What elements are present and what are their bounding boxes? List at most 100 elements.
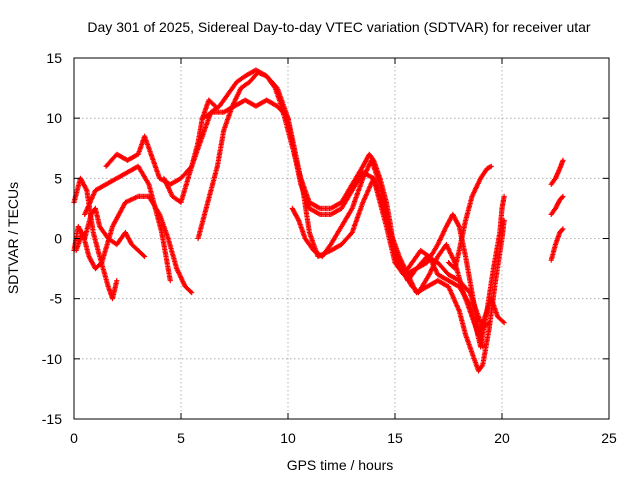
data-point-marks [463,332,475,354]
data-point-marks [426,255,440,278]
x-tick-label: 0 [70,430,78,446]
data-point-marks [493,237,505,284]
data-point-marks [214,129,227,169]
data-point-marks [86,253,98,270]
data-point-marks [435,243,449,260]
data-point-marks [274,103,290,120]
data-point-mark [142,253,148,260]
y-tick-label: 15 [46,50,62,66]
data-point-marks [92,182,108,193]
data-point-marks [129,241,140,253]
series-track-14 [548,193,566,217]
data-point-marks [195,129,207,151]
data-point-mark [560,226,566,232]
y-tick-label: -5 [50,291,63,307]
data-point-mark [167,278,173,284]
data-point-marks [548,243,558,263]
data-point-marks [557,194,565,203]
data-point-mark [560,157,566,163]
data-point-marks [424,243,440,266]
data-point-marks [338,207,354,230]
data-point-marks [478,167,489,181]
data-point-marks [435,272,450,283]
data-point-marks [92,205,102,228]
data-point-marks [103,152,119,169]
data-point-marks [409,249,423,266]
data-point-marks [460,290,475,318]
data-point-marks [296,217,308,240]
data-point-marks [463,195,475,223]
data-point-marks [300,187,312,234]
data-point-marks [445,284,462,312]
data-point-marks [135,163,151,186]
data-point-mark [488,163,494,169]
data-point-marks [435,225,449,248]
data-point-marks [328,200,343,211]
data-point-marks [152,205,164,234]
data-point-marks [216,92,230,109]
data-series [71,67,566,374]
data-point-marks [82,189,98,217]
data-point-marks [328,206,343,217]
series-track-3 [73,193,195,296]
data-point-marks [92,261,104,272]
data-point-marks [109,279,120,302]
data-point-marks [415,273,432,296]
data-point-marks [392,260,408,277]
data-point-marks [469,177,483,199]
data-point-marks [201,189,214,217]
data-point-marks [435,278,450,289]
data-point-marks [234,74,247,85]
data-point-marks [497,207,505,236]
data-point-marks [90,229,102,258]
data-point-marks [306,205,322,217]
data-point-marks [124,164,140,175]
data-point-marks [272,85,284,108]
data-point-marks [142,133,154,156]
data-point-marks [157,211,171,240]
data-point-marks [403,266,418,278]
chart-title: Day 301 of 2025, Sidereal Day-to-day VTE… [87,19,591,35]
data-point-marks [182,284,194,295]
data-point-marks [99,225,115,266]
data-point-marks [221,104,236,115]
data-point-marks [452,249,462,272]
data-point-marks [443,241,457,264]
y-tick-label: -15 [42,411,62,427]
data-point-marks [289,205,301,222]
data-point-marks [349,201,365,236]
grid [74,58,609,419]
x-tick-label: 20 [494,430,510,446]
data-point-marks [159,229,169,258]
data-point-marks [386,223,398,252]
data-point-marks [328,242,343,254]
data-point-marks [302,235,316,252]
data-point-marks [167,176,183,187]
data-point-marks [199,110,215,121]
data-point-marks [255,69,268,79]
data-point-marks [495,314,506,325]
data-point-marks [360,152,372,169]
series-track-12 [478,193,507,350]
data-point-marks [413,260,429,272]
data-point-marks [146,181,158,210]
data-point-marks [469,290,481,330]
y-tick-label: -10 [42,351,62,367]
data-point-marks [456,308,468,336]
data-point-marks [552,198,562,211]
data-point-marks [306,199,322,211]
data-point-marks [499,219,507,242]
data-point-marks [135,247,147,259]
data-point-marks [456,219,468,254]
data-point-marks [484,164,493,172]
data-point-marks [435,260,451,277]
data-point-marks [484,267,496,314]
data-point-marks [77,175,89,192]
data-point-marks [163,253,173,282]
data-point-marks [80,229,92,258]
data-point-marks [174,266,188,288]
data-point-marks [148,151,162,180]
data-point-marks [552,167,562,181]
data-point-marks [178,165,194,205]
